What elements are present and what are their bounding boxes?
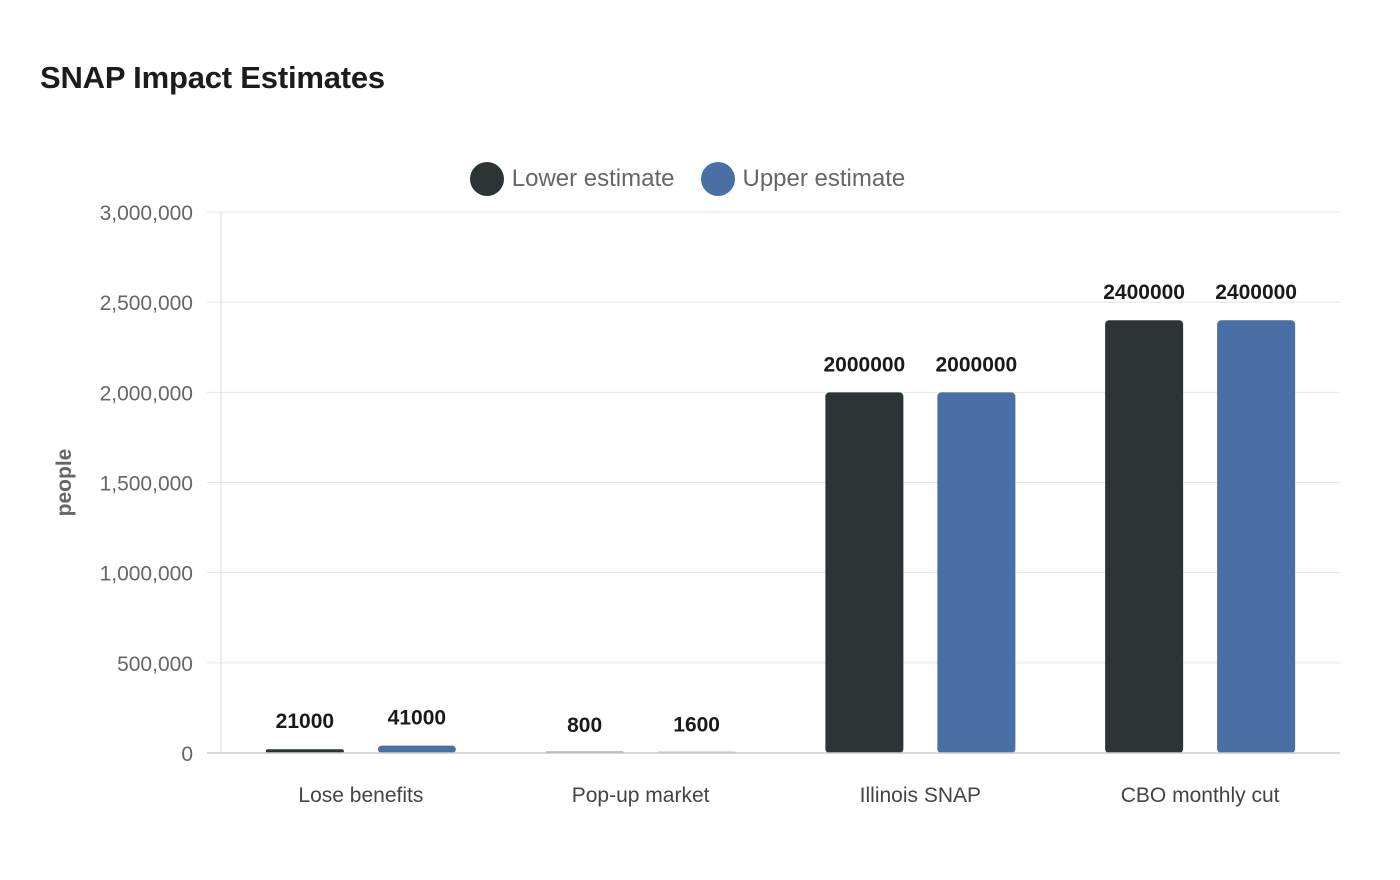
chart-legend: Lower estimate Upper estimate (0, 162, 1375, 196)
data-label: 2000000 (935, 353, 1017, 376)
y-tick-label: 0 (181, 743, 193, 766)
y-tick-label: 1,000,000 (100, 563, 193, 586)
y-tick-label: 500,000 (117, 653, 193, 676)
legend-swatch-lower (469, 162, 504, 196)
legend-swatch-upper (700, 162, 735, 196)
legend-item-upper[interactable]: Upper estimate (700, 162, 906, 196)
bar-lower (1105, 320, 1184, 753)
bar-lower (265, 749, 344, 753)
y-axis-title: people (53, 449, 76, 517)
x-tick-label: Lose benefits (298, 784, 423, 807)
bar-upper (1217, 320, 1296, 753)
y-tick-label: 2,000,000 (100, 382, 193, 405)
bar-upper (937, 392, 1016, 753)
y-tick-label: 3,000,000 (100, 202, 193, 225)
x-tick-label: Illinois SNAP (860, 784, 981, 807)
data-label: 2000000 (823, 353, 905, 376)
data-label: 2400000 (1103, 281, 1185, 304)
chart-title: SNAP Impact Estimates (40, 60, 385, 95)
data-label: 800 (567, 714, 602, 737)
data-label: 21000 (276, 710, 334, 733)
data-label: 1600 (673, 714, 720, 737)
y-tick-label: 2,500,000 (100, 292, 193, 315)
y-tick-label: 1,500,000 (100, 473, 193, 496)
data-label: 2400000 (1215, 281, 1297, 304)
bar-upper (377, 745, 456, 753)
legend-label-upper: Upper estimate (742, 165, 906, 192)
legend-label-lower: Lower estimate (511, 165, 675, 192)
data-label: 41000 (388, 707, 446, 730)
bar-lower (825, 392, 904, 753)
legend-item-lower[interactable]: Lower estimate (469, 162, 675, 196)
x-tick-label: CBO monthly cut (1121, 784, 1280, 807)
x-tick-label: Pop-up market (572, 784, 710, 807)
